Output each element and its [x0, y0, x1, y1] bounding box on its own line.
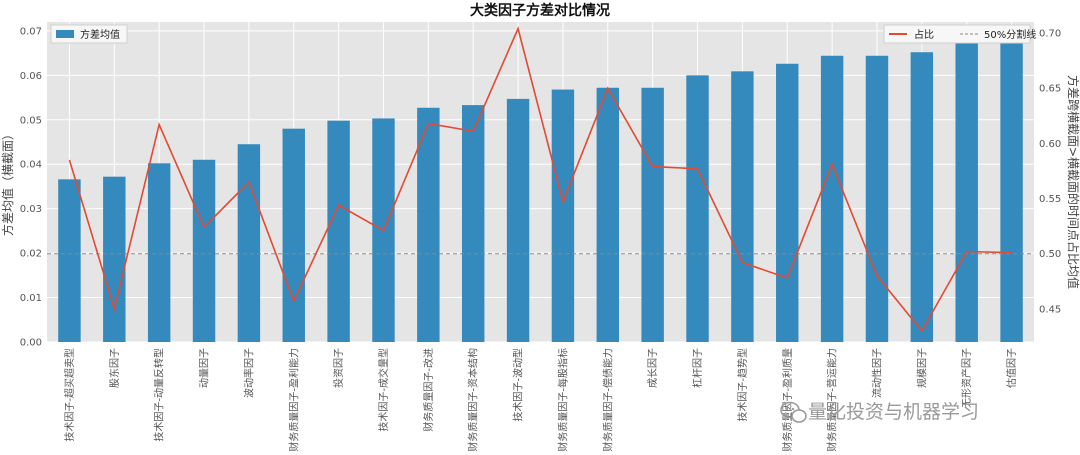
x-tick-20: 无形资产因子: [960, 348, 973, 408]
legend-left-box: [50, 24, 128, 44]
bar-20: [955, 40, 978, 343]
chart-title: 大类因子方差对比情况: [470, 2, 610, 19]
y-tick-1: 0.01: [20, 293, 42, 304]
x-tick-17: 财务质量因子-营运能力: [826, 348, 839, 452]
y2-tick-1: 0.50: [1039, 249, 1061, 260]
y-tick-7: 0.07: [20, 26, 42, 37]
x-tick-21: 估值因子: [1005, 348, 1018, 388]
bar-0: [58, 179, 81, 342]
x-tick-9: 财务质量因子-资本结构: [467, 348, 480, 452]
x-tick-18: 流动性因子: [870, 348, 883, 398]
x-tick-16: 财务质量因子-盈利质量: [781, 348, 794, 452]
x-tick-15: 技术因子-趋势型: [736, 348, 749, 422]
x-tick-1: 股东因子: [108, 348, 121, 388]
x-tick-2: 技术因子-动量反转型: [153, 348, 166, 442]
bar-1: [103, 176, 126, 342]
y2-axis-ticks: 0.45 0.50 0.55 0.60 0.65 0.70: [1039, 29, 1061, 316]
y-tick-5: 0.05: [20, 115, 42, 126]
x-tick-7: 技术因子-成交量型: [377, 348, 390, 432]
legend-right: 占比 50%分割线: [883, 24, 1036, 44]
x-tick-8: 财务质量因子-改进: [422, 348, 435, 432]
bar-10: [506, 98, 530, 342]
legend-left: 方差均值: [50, 24, 128, 44]
y-tick-6: 0.06: [20, 71, 42, 82]
wechat-icon: [780, 401, 807, 423]
x-tick-0: 技术因子-超买超卖型: [63, 348, 76, 442]
y-axis-ticks: 0.00 0.01 0.02 0.03 0.04 0.05 0.06 0.07: [20, 26, 42, 348]
bar-15: [731, 71, 754, 342]
x-tick-11: 财务质量因子-每股指标: [556, 348, 569, 452]
x-axis-ticks: 技术因子-超买超卖型 股东因子 技术因子-动量反转型 动量因子 波动率因子 财务质量因子-…: [63, 348, 1018, 452]
watermark: 量化投资与机器学习: [780, 401, 979, 423]
y-tick-0: 0.00: [20, 338, 42, 349]
y-tick-4: 0.04: [20, 160, 42, 171]
bar-13: [641, 87, 664, 343]
watermark-text: 量化投资与机器学习: [808, 401, 979, 423]
x-tick-5: 财务质量因子-盈利能力: [287, 348, 300, 452]
bar-17: [820, 55, 844, 343]
x-tick-12: 财务质量因子-偿债能力: [601, 348, 614, 452]
bar-14: [686, 75, 709, 342]
legend-line-label: 占比: [914, 28, 934, 41]
legend-bar-label: 方差均值: [80, 28, 120, 41]
y2-tick-2: 0.55: [1039, 194, 1061, 205]
y2-axis-label: 方差跨横截面>横截面的时间点占比均值: [1066, 75, 1080, 289]
bar-16: [776, 63, 799, 343]
y-tick-2: 0.02: [20, 249, 42, 260]
y-tick-3: 0.03: [20, 204, 42, 215]
bar-21: [1000, 40, 1023, 343]
x-tick-14: 杠杆因子: [691, 348, 704, 388]
x-tick-6: 投资因子: [332, 348, 345, 388]
x-tick-13: 成长因子: [647, 348, 659, 388]
y2-tick-5: 0.70: [1039, 29, 1061, 40]
x-tick-4: 波动率因子: [242, 348, 255, 398]
bar-9: [461, 105, 485, 342]
y-axis-label: 方差均值（横截面）: [0, 128, 15, 236]
bar-8: [417, 107, 440, 343]
bar-5: [282, 128, 305, 342]
bar-19: [910, 52, 934, 342]
bar-11: [551, 89, 575, 342]
y2-tick-0: 0.45: [1039, 304, 1061, 315]
bar-6: [327, 120, 350, 343]
y2-tick-4: 0.65: [1039, 84, 1061, 95]
x-tick-19: 规模因子: [915, 348, 928, 388]
bar-3: [192, 159, 216, 342]
legend-ref-label: 50%分割线: [984, 28, 1036, 41]
legend-bar-swatch: [56, 30, 74, 38]
proportion-line: [68, 26, 1012, 333]
y2-tick-3: 0.60: [1039, 139, 1061, 150]
bar-4: [237, 144, 261, 342]
legend-right-box: [883, 24, 1031, 44]
bar-2: [147, 163, 171, 342]
x-tick-10: 技术因子-波动型: [512, 348, 525, 422]
x-tick-3: 动量因子: [199, 348, 211, 388]
bar-12: [596, 87, 620, 343]
bar-18: [865, 55, 889, 343]
